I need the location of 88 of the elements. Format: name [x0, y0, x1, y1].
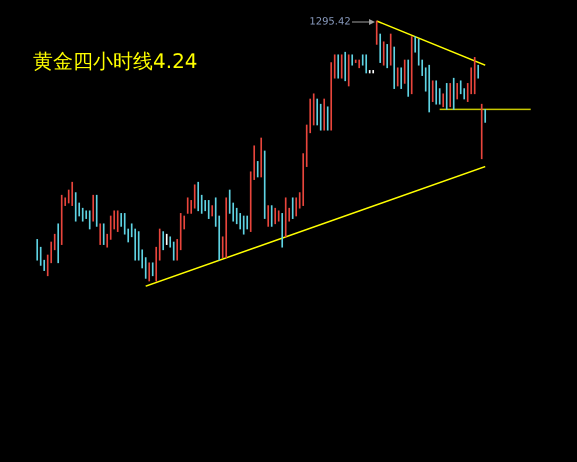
candlestick [106, 234, 108, 248]
candlestick [320, 104, 322, 131]
candlestick [410, 36, 413, 94]
candlestick [270, 205, 273, 227]
candlestick [274, 208, 276, 224]
candlestick [284, 197, 287, 238]
candlestick [152, 262, 154, 276]
candlestick [138, 231, 140, 261]
candlestick [155, 246, 158, 282]
candlestick [312, 93, 315, 126]
candlestick [407, 60, 410, 97]
candlestick [340, 54, 343, 79]
candlestick [330, 62, 332, 131]
candlestick [418, 38, 420, 66]
candlestick [351, 54, 354, 66]
candlestick [316, 98, 318, 126]
candlestick [158, 228, 161, 261]
candlestick [463, 88, 466, 100]
candlestick [144, 257, 147, 279]
candlestick [214, 197, 217, 227]
candlestick [428, 64, 430, 112]
candlestick [68, 190, 70, 204]
candlestick [267, 205, 270, 227]
candlestick [232, 202, 234, 222]
candlestick [162, 231, 164, 250]
candlestick [337, 54, 340, 79]
candlestick [46, 254, 49, 276]
candlestick [82, 208, 84, 222]
candlestick [344, 52, 346, 82]
candlestick [288, 208, 290, 222]
candlestick [200, 194, 203, 214]
candlestick [452, 78, 455, 110]
candlestick [295, 197, 298, 216]
candlestick [130, 223, 133, 238]
candlestick [362, 54, 364, 66]
text: 黄金四小时线4.24 [33, 48, 198, 75]
candlestick [57, 223, 60, 264]
candlestick [390, 34, 392, 66]
annotation: 1295.42 [309, 16, 351, 28]
candlestick [309, 98, 312, 134]
candlestick [460, 80, 462, 94]
candlestick [186, 197, 189, 214]
candlestick [228, 190, 231, 214]
candlestick [358, 60, 360, 68]
candlestick [376, 20, 378, 45]
candlestick [148, 262, 150, 282]
candlestick [88, 210, 91, 230]
candlestick [242, 216, 245, 235]
candlestick [127, 228, 130, 242]
candlestick [113, 210, 116, 230]
candlestick [169, 236, 172, 248]
candlestick [438, 88, 441, 105]
candlestick [278, 210, 280, 222]
candlestick [218, 216, 220, 261]
candlestick [40, 246, 42, 266]
candlestick [480, 104, 483, 160]
candlestick [172, 242, 175, 261]
candlestick [404, 60, 406, 84]
candlestick [326, 106, 329, 131]
candlestick [96, 194, 98, 227]
candlestick [197, 182, 200, 212]
candlestick [110, 216, 112, 240]
candlestick [477, 64, 480, 79]
candlestick [74, 192, 77, 222]
candlestick [414, 36, 416, 53]
candlestick [323, 98, 326, 131]
candlestick [435, 80, 438, 105]
candlestick [348, 54, 350, 86]
candlestick [211, 205, 214, 216]
candlestick [54, 234, 56, 250]
candlestick [365, 54, 368, 74]
candlestick [260, 138, 262, 178]
candlestick [236, 208, 238, 224]
candlestick [92, 194, 94, 222]
candlestick [134, 228, 136, 261]
candlestick [78, 202, 80, 216]
candlestick [194, 184, 196, 209]
candlestick [141, 249, 144, 268]
candlestick [396, 67, 399, 86]
candlestick [470, 67, 472, 94]
candlestick [298, 192, 301, 209]
candlestick [442, 93, 444, 108]
candlestick [183, 216, 186, 230]
candlestick [382, 41, 385, 66]
candlestick [246, 216, 248, 230]
candlestick [50, 242, 52, 264]
candlestick [334, 54, 336, 79]
candlestick [424, 67, 427, 92]
